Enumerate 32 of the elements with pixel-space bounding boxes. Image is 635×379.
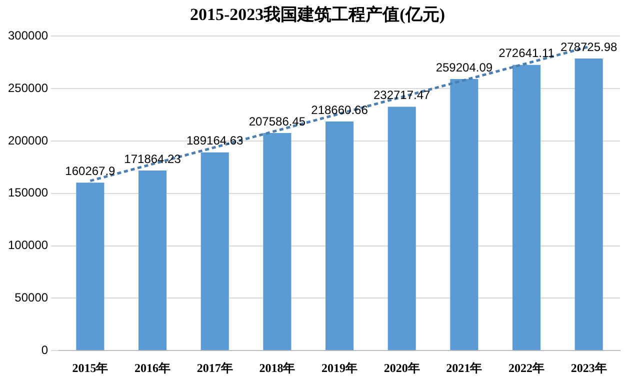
x-tick-label: 2015年: [72, 360, 108, 375]
x-tick-label: 2019年: [322, 360, 358, 375]
bar: [450, 78, 478, 350]
x-tick-label: 2020年: [384, 360, 420, 375]
bar: [200, 152, 229, 350]
chart-title: 2015-2023我国建筑工程产值(亿元): [189, 4, 446, 26]
x-tick-label: 2017年: [196, 360, 233, 375]
x-tick-label: 2016年: [134, 360, 171, 375]
data-label: 160267.9: [65, 164, 116, 178]
y-tick-label: 300000: [8, 28, 48, 43]
data-label: 207586.45: [248, 114, 306, 128]
data-label: 189164.63: [186, 134, 244, 148]
y-tick-label: 200000: [8, 133, 48, 148]
y-tick-label: 250000: [8, 80, 48, 95]
data-label: 259204.09: [436, 60, 493, 74]
data-label: 272641.11: [498, 46, 555, 60]
x-tick-label: 2022年: [508, 360, 545, 375]
y-tick-label: 100000: [8, 238, 48, 252]
y-tick-label: 0: [41, 342, 48, 357]
bar: [76, 182, 104, 350]
y-tick-label: 50000: [14, 290, 48, 305]
bar: [138, 170, 167, 350]
bar: [326, 121, 354, 350]
y-tick-label: 150000: [8, 186, 48, 200]
data-label: 278725.98: [560, 40, 618, 54]
bar: [512, 64, 541, 350]
bar: [263, 133, 292, 350]
bar: [388, 106, 416, 350]
bar: [574, 58, 603, 350]
x-tick-label: 2018年: [259, 360, 296, 375]
x-tick-label: 2023年: [570, 360, 607, 375]
x-tick-label: 2021年: [446, 360, 482, 375]
